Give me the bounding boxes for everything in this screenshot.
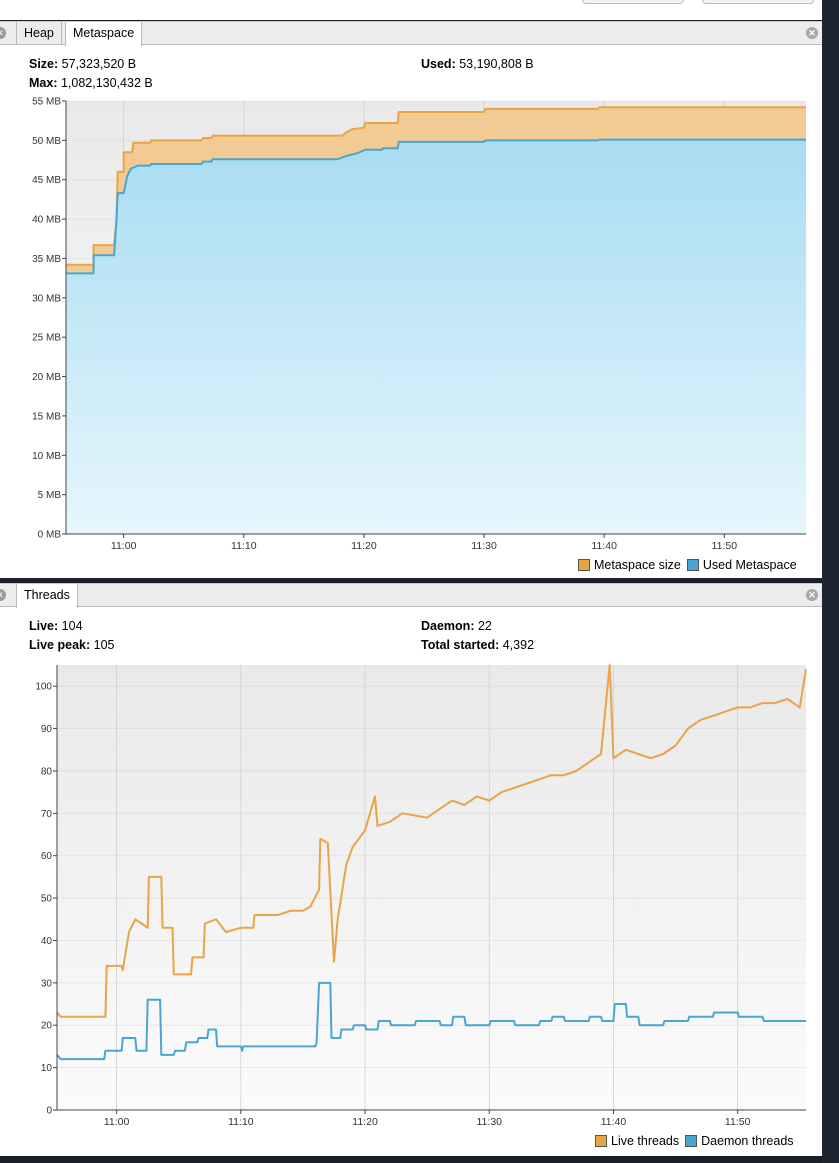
y-tick-label: 0 (46, 1106, 52, 1117)
y-tick-label: 80 (41, 766, 53, 777)
top-strip (0, 0, 822, 20)
x-tick-label: 11:10 (228, 1116, 254, 1128)
toolbar-button[interactable] (702, 0, 814, 4)
x-tick-label: 11:10 (231, 540, 257, 552)
total-started-stat: Total started: 4,392 (421, 638, 535, 652)
y-tick-label: 25 MB (32, 333, 61, 344)
metaspace-legend: Metaspace size Used Metaspace (572, 558, 797, 572)
legend-label-metaspace-size: Metaspace size (594, 558, 681, 572)
y-tick-label: 40 MB (32, 215, 61, 226)
y-tick-label: 90 (41, 724, 53, 735)
close-icon[interactable]: ✕ (0, 27, 6, 39)
y-tick-label: 50 (41, 894, 53, 905)
legend-label-live-threads: Live threads (611, 1134, 680, 1148)
close-icon[interactable]: ✕ (0, 589, 6, 601)
y-tick-label: 5 MB (38, 490, 62, 501)
area-used-metaspace (66, 139, 806, 534)
size-stat: Size: 57,323,520 B (29, 57, 137, 71)
metaspace-tab-bar: ✕ Heap Metaspace ✕ (0, 21, 822, 46)
metaspace-chart: 0 MB 5 MB 10 MB 15 MB 20 MB 25 MB 30 MB 35 MB 40… (32, 97, 806, 552)
threads-legend: Live threads Daemon threads (589, 1134, 794, 1148)
daemon-stat: Daemon: 22 (421, 619, 492, 633)
legend-swatch-live-threads (595, 1135, 607, 1147)
metaspace-panel: ✕ Heap Metaspace ✕ Size: 57,323,520 B Ma… (0, 21, 822, 578)
x-tick-label: 11:20 (352, 1116, 378, 1128)
legend-swatch-metaspace-size (578, 559, 590, 571)
x-tick-label: 11:50 (712, 540, 738, 552)
y-tick-label: 55 MB (32, 97, 61, 108)
threads-series-line-a (56, 664, 807, 1018)
x-tick-label: 11:00 (111, 540, 137, 552)
y-tick-label: 0 MB (38, 530, 62, 541)
x-tick-label: 11:40 (591, 540, 617, 552)
area-metaspace-size (66, 107, 806, 274)
y-tick-label: 30 MB (32, 293, 61, 304)
y-tick-label: 45 MB (32, 175, 61, 186)
live-peak-stat: Live peak: 105 (29, 638, 115, 652)
y-tick-label: 20 (41, 1021, 53, 1032)
x-tick-label: 11:40 (601, 1116, 627, 1128)
x-tick-label: 11:20 (351, 540, 377, 552)
x-tick-label: 11:30 (471, 540, 497, 552)
close-icon[interactable]: ✕ (806, 589, 818, 601)
used-stat: Used: 53,190,808 B (421, 57, 534, 71)
y-tick-label: 100 (35, 682, 52, 693)
window-edge (822, 0, 839, 1163)
y-tick-label: 30 (41, 978, 53, 989)
threads-tab-bar: ✕ Threads ✕ (0, 583, 822, 608)
y-tick-label: 15 MB (32, 411, 61, 422)
y-tick-label: 40 (41, 936, 53, 947)
metaspace-series-line-b (66, 138, 806, 275)
threads-panel: ✕ Threads ✕ Live: 104 Live peak: 105 Dae… (0, 583, 822, 1156)
x-tick-label: 11:00 (104, 1116, 130, 1128)
x-tick-label: 11:30 (477, 1116, 503, 1128)
max-stat: Max: 1,082,130,432 B (29, 76, 153, 90)
threads-series-line-b (56, 981, 806, 1061)
threads-chart: 0 10 20 30 40 50 60 70 80 90 100 11:00 11:10 11:20 11:… (35, 664, 807, 1128)
y-tick-label: 50 MB (32, 136, 61, 147)
tab-threads[interactable]: Threads (16, 584, 78, 608)
y-tick-label: 10 MB (32, 451, 61, 462)
live-stat: Live: 104 (29, 619, 83, 633)
legend-swatch-daemon-threads (685, 1135, 698, 1147)
y-tick-label: 35 MB (32, 254, 61, 265)
y-tick-label: 70 (41, 809, 53, 820)
tab-metaspace[interactable]: Metaspace (65, 22, 143, 46)
y-tick-label: 20 MB (32, 372, 61, 383)
x-tick-label: 11:50 (725, 1116, 751, 1128)
legend-label-used-metaspace: Used Metaspace (702, 558, 797, 572)
y-tick-label: 60 (41, 851, 53, 862)
y-tick-label: 10 (41, 1063, 53, 1074)
plot-area (57, 665, 806, 1110)
legend-swatch-used-metaspace (686, 559, 699, 571)
tab-heap[interactable]: Heap (16, 22, 62, 45)
close-icon[interactable]: ✕ (806, 27, 818, 39)
toolbar-button[interactable] (582, 0, 684, 4)
legend-label-daemon-threads: Daemon threads (701, 1134, 794, 1148)
